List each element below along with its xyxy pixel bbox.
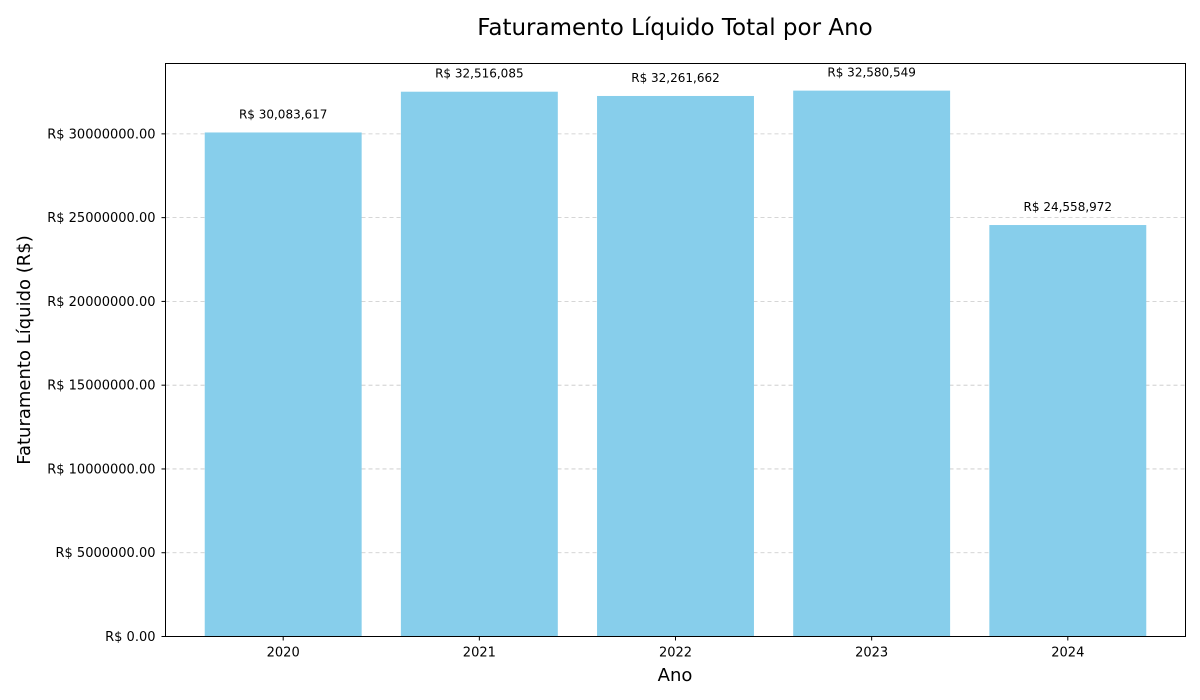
y-tick-label: R$ 25000000.00 bbox=[47, 211, 155, 226]
bar-value-label-2020: R$ 30,083,617 bbox=[239, 107, 328, 121]
y-axis-ticks: R$ 0.00 R$ 5000000.00 R$ 10000000.00 R$ 150… bbox=[47, 127, 166, 645]
bar-value-labels: R$ 30,083,617 R$ 32,516,085 R$ 32,261,662 R… bbox=[239, 66, 1112, 214]
x-tick-label-2020: 2020 bbox=[267, 646, 300, 661]
bar-2022 bbox=[597, 95, 754, 637]
x-axis-ticks: 2020 2021 2022 2023 2024 bbox=[267, 636, 1084, 661]
bar-2020 bbox=[204, 132, 362, 637]
bar-value-label-2023: R$ 32,580,549 bbox=[827, 66, 916, 80]
x-tick-label-2022: 2022 bbox=[659, 646, 692, 661]
plot-frame bbox=[165, 63, 1186, 637]
x-tick-label-2023: 2023 bbox=[855, 646, 888, 661]
y-axis-label: Faturamento Líquido (R$) bbox=[14, 235, 35, 464]
x-axis-label: Ano bbox=[658, 665, 693, 686]
bar-value-label-2024: R$ 24,558,972 bbox=[1024, 200, 1113, 214]
bar-2024 bbox=[989, 225, 1147, 637]
y-tick-label: R$ 0.00 bbox=[105, 630, 155, 645]
y-tick-label: R$ 5000000.00 bbox=[55, 546, 155, 561]
y-tick-label: R$ 10000000.00 bbox=[47, 462, 155, 477]
y-tick-label: R$ 15000000.00 bbox=[47, 379, 155, 394]
x-tick-label-2021: 2021 bbox=[463, 646, 496, 661]
y-tick-label: R$ 20000000.00 bbox=[47, 295, 155, 310]
chart-title: Faturamento Líquido Total por Ano bbox=[477, 15, 873, 41]
bar-2021 bbox=[400, 91, 558, 637]
y-tick-label: R$ 30000000.00 bbox=[47, 127, 155, 142]
bar-2023 bbox=[793, 90, 951, 637]
bar-value-label-2021: R$ 32,516,085 bbox=[435, 67, 524, 81]
bars bbox=[204, 90, 1147, 637]
x-tick-label-2024: 2024 bbox=[1051, 646, 1084, 661]
bar-value-label-2022: R$ 32,261,662 bbox=[631, 71, 720, 85]
